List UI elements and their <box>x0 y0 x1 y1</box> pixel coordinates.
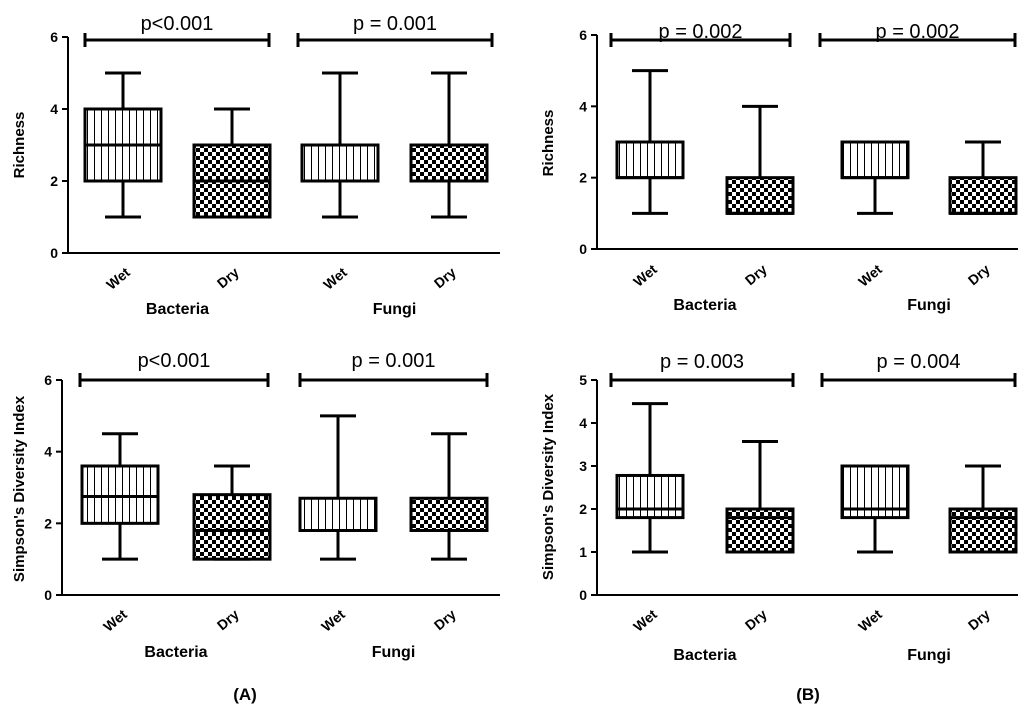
y-axis-label: Simpson's Diversity Index <box>11 395 28 582</box>
group-label: Fungi <box>373 301 417 318</box>
box-wet-bacteria <box>80 432 160 561</box>
box-iqr <box>615 473 685 520</box>
p-value-label: p = 0.003 <box>660 351 744 373</box>
box-iqr <box>948 176 1018 215</box>
y-tick-label: 5 <box>579 372 587 388</box>
y-tick-label: 0 <box>579 587 587 603</box>
box-iqr <box>409 143 489 183</box>
box-dry-fungi <box>948 464 1018 554</box>
box-dry-fungi <box>948 140 1018 215</box>
group-label: Fungi <box>907 647 951 664</box>
y-tick-label: 4 <box>579 415 587 431</box>
category-label: Wet <box>630 606 660 635</box>
box-iqr <box>80 464 160 525</box>
y-tick-label: 0 <box>44 587 52 603</box>
box-dry-fungi <box>409 71 489 219</box>
chart-2: 0 2 4 6 Richness Wet Dry Wet Dry Bacteria p = 0.00… <box>540 21 1018 314</box>
box-iqr <box>192 493 272 561</box>
category-label: Wet <box>855 261 885 290</box>
category-label: Dry <box>965 261 993 288</box>
category-label: Dry <box>742 261 770 288</box>
y-tick-label: 0 <box>50 245 58 261</box>
y-tick-label: 2 <box>50 173 58 189</box>
y-axis-label: Simpson's Diversity Index <box>540 393 557 580</box>
box-wet-bacteria <box>615 69 685 215</box>
category-label: Dry <box>431 606 459 633</box>
p-value-label: p = 0.002 <box>659 21 743 43</box>
chart-1: 0 2 4 6 Richness Wet Dry Wet Dry Bacteria p<0.001 F… <box>11 13 500 318</box>
category-label: Wet <box>855 606 885 635</box>
box-iqr <box>840 140 910 180</box>
box-iqr <box>300 143 380 183</box>
box-wet-fungi <box>300 71 380 219</box>
box-dry-bacteria <box>192 107 272 219</box>
category-label: Wet <box>320 264 350 293</box>
box-wet-bacteria <box>615 402 685 554</box>
box-dry-bacteria <box>192 464 272 561</box>
y-tick-label: 6 <box>44 372 52 388</box>
p-value-label: p = 0.002 <box>876 21 960 43</box>
box-dry-bacteria <box>725 104 795 215</box>
box-dry-bacteria <box>725 439 795 554</box>
p-value-label: p = 0.001 <box>352 350 436 372</box>
box-wet-fungi <box>298 414 378 561</box>
category-label: Dry <box>431 264 459 291</box>
category-label: Wet <box>100 606 130 635</box>
panel-label-a: (A) <box>233 685 257 704</box>
box-iqr <box>725 176 795 215</box>
y-tick-label: 2 <box>579 501 587 517</box>
box-wet-bacteria <box>83 71 163 219</box>
group-label: Fungi <box>372 644 416 661</box>
box-iqr <box>615 140 685 180</box>
category-label: Wet <box>318 606 348 635</box>
y-tick-label: 2 <box>44 515 52 531</box>
category-label: Dry <box>214 606 242 633</box>
p-value-label: p<0.001 <box>141 13 214 35</box>
group-label: Fungi <box>907 297 951 314</box>
p-value-label: p = 0.001 <box>353 13 437 35</box>
category-label: Wet <box>630 261 660 290</box>
category-label: Dry <box>742 606 770 633</box>
y-tick-label: 2 <box>579 170 587 186</box>
panel-label-b: (B) <box>796 685 820 704</box>
group-label: Bacteria <box>673 647 736 664</box>
box-iqr <box>725 507 795 554</box>
p-value-label: p = 0.004 <box>877 351 961 373</box>
group-label: Bacteria <box>673 297 736 314</box>
box-iqr <box>409 496 489 532</box>
y-tick-label: 0 <box>579 241 587 257</box>
category-label: Dry <box>214 264 242 291</box>
box-dry-fungi <box>409 432 489 561</box>
p-value-label: p<0.001 <box>138 350 211 372</box>
y-tick-label: 4 <box>579 98 587 114</box>
category-label: Wet <box>103 264 133 293</box>
chart-3: 0 2 4 6 Simpson's Diversity Index Wet Dry Wet Dr… <box>11 350 500 661</box>
group-label: Bacteria <box>144 644 207 661</box>
y-tick-label: 6 <box>579 27 587 43</box>
box-iqr <box>298 496 378 532</box>
y-tick-label: 4 <box>50 101 58 117</box>
y-tick-label: 4 <box>44 444 52 460</box>
y-tick-label: 6 <box>50 29 58 45</box>
box-wet-fungi <box>840 464 910 554</box>
chart-4: 0 1 2 3 4 5 Simpson's Diversity Index Wet Dry Wet… <box>540 351 1018 664</box>
y-tick-label: 3 <box>579 458 587 474</box>
y-axis-label: Richness <box>540 110 557 177</box>
category-label: Dry <box>965 606 993 633</box>
box-iqr <box>948 507 1018 554</box>
group-label: Bacteria <box>146 301 209 318</box>
y-axis-label: Richness <box>11 112 28 179</box>
y-tick-label: 1 <box>579 544 587 560</box>
box-wet-fungi <box>840 140 910 215</box>
